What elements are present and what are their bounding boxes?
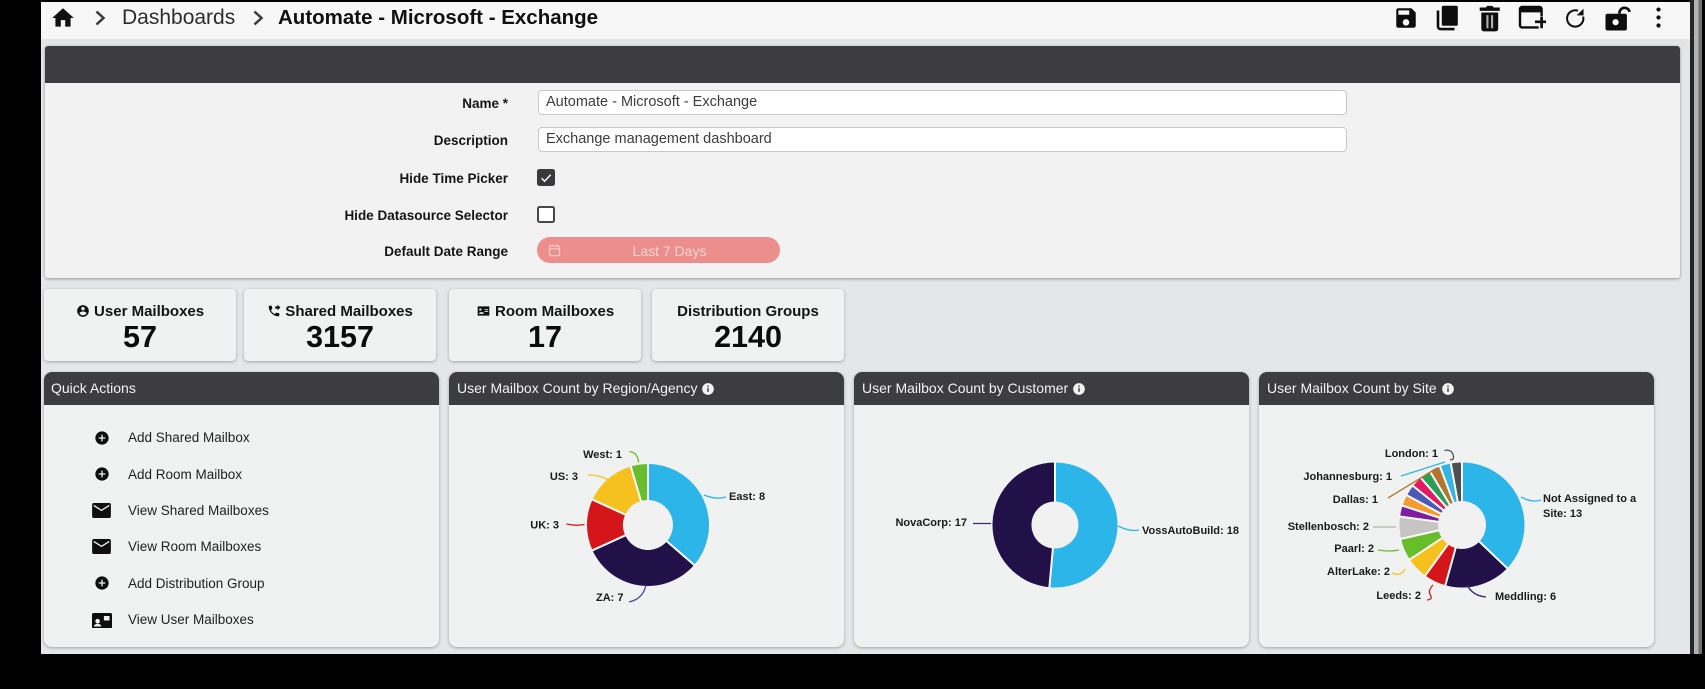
svg-text:Meddling: 6: Meddling: 6 [1495,591,1556,603]
svg-text:London: 1: London: 1 [1385,448,1438,460]
svg-text:Site: 13: Site: 13 [1543,508,1582,520]
svg-text:UK: 3: UK: 3 [530,520,559,532]
svg-text:AlterLake: 2: AlterLake: 2 [1327,566,1390,578]
svg-text:Stellenbosch: 2: Stellenbosch: 2 [1288,521,1369,533]
svg-text:Paarl: 2: Paarl: 2 [1334,543,1374,555]
svg-text:ZA: 7: ZA: 7 [596,592,624,604]
svg-text:VossAutoBuild: 18: VossAutoBuild: 18 [1142,525,1239,537]
svg-text:Not Assigned to a: Not Assigned to a [1543,493,1637,505]
svg-text:East: 8: East: 8 [729,491,765,503]
svg-text:NovaCorp: 17: NovaCorp: 17 [895,517,967,529]
svg-text:Johannesburg: 1: Johannesburg: 1 [1303,471,1392,483]
svg-text:US: 3: US: 3 [550,471,578,483]
svg-text:West: 1: West: 1 [583,449,622,461]
svg-text:Dallas: 1: Dallas: 1 [1333,494,1378,506]
svg-text:Leeds: 2: Leeds: 2 [1376,590,1421,602]
